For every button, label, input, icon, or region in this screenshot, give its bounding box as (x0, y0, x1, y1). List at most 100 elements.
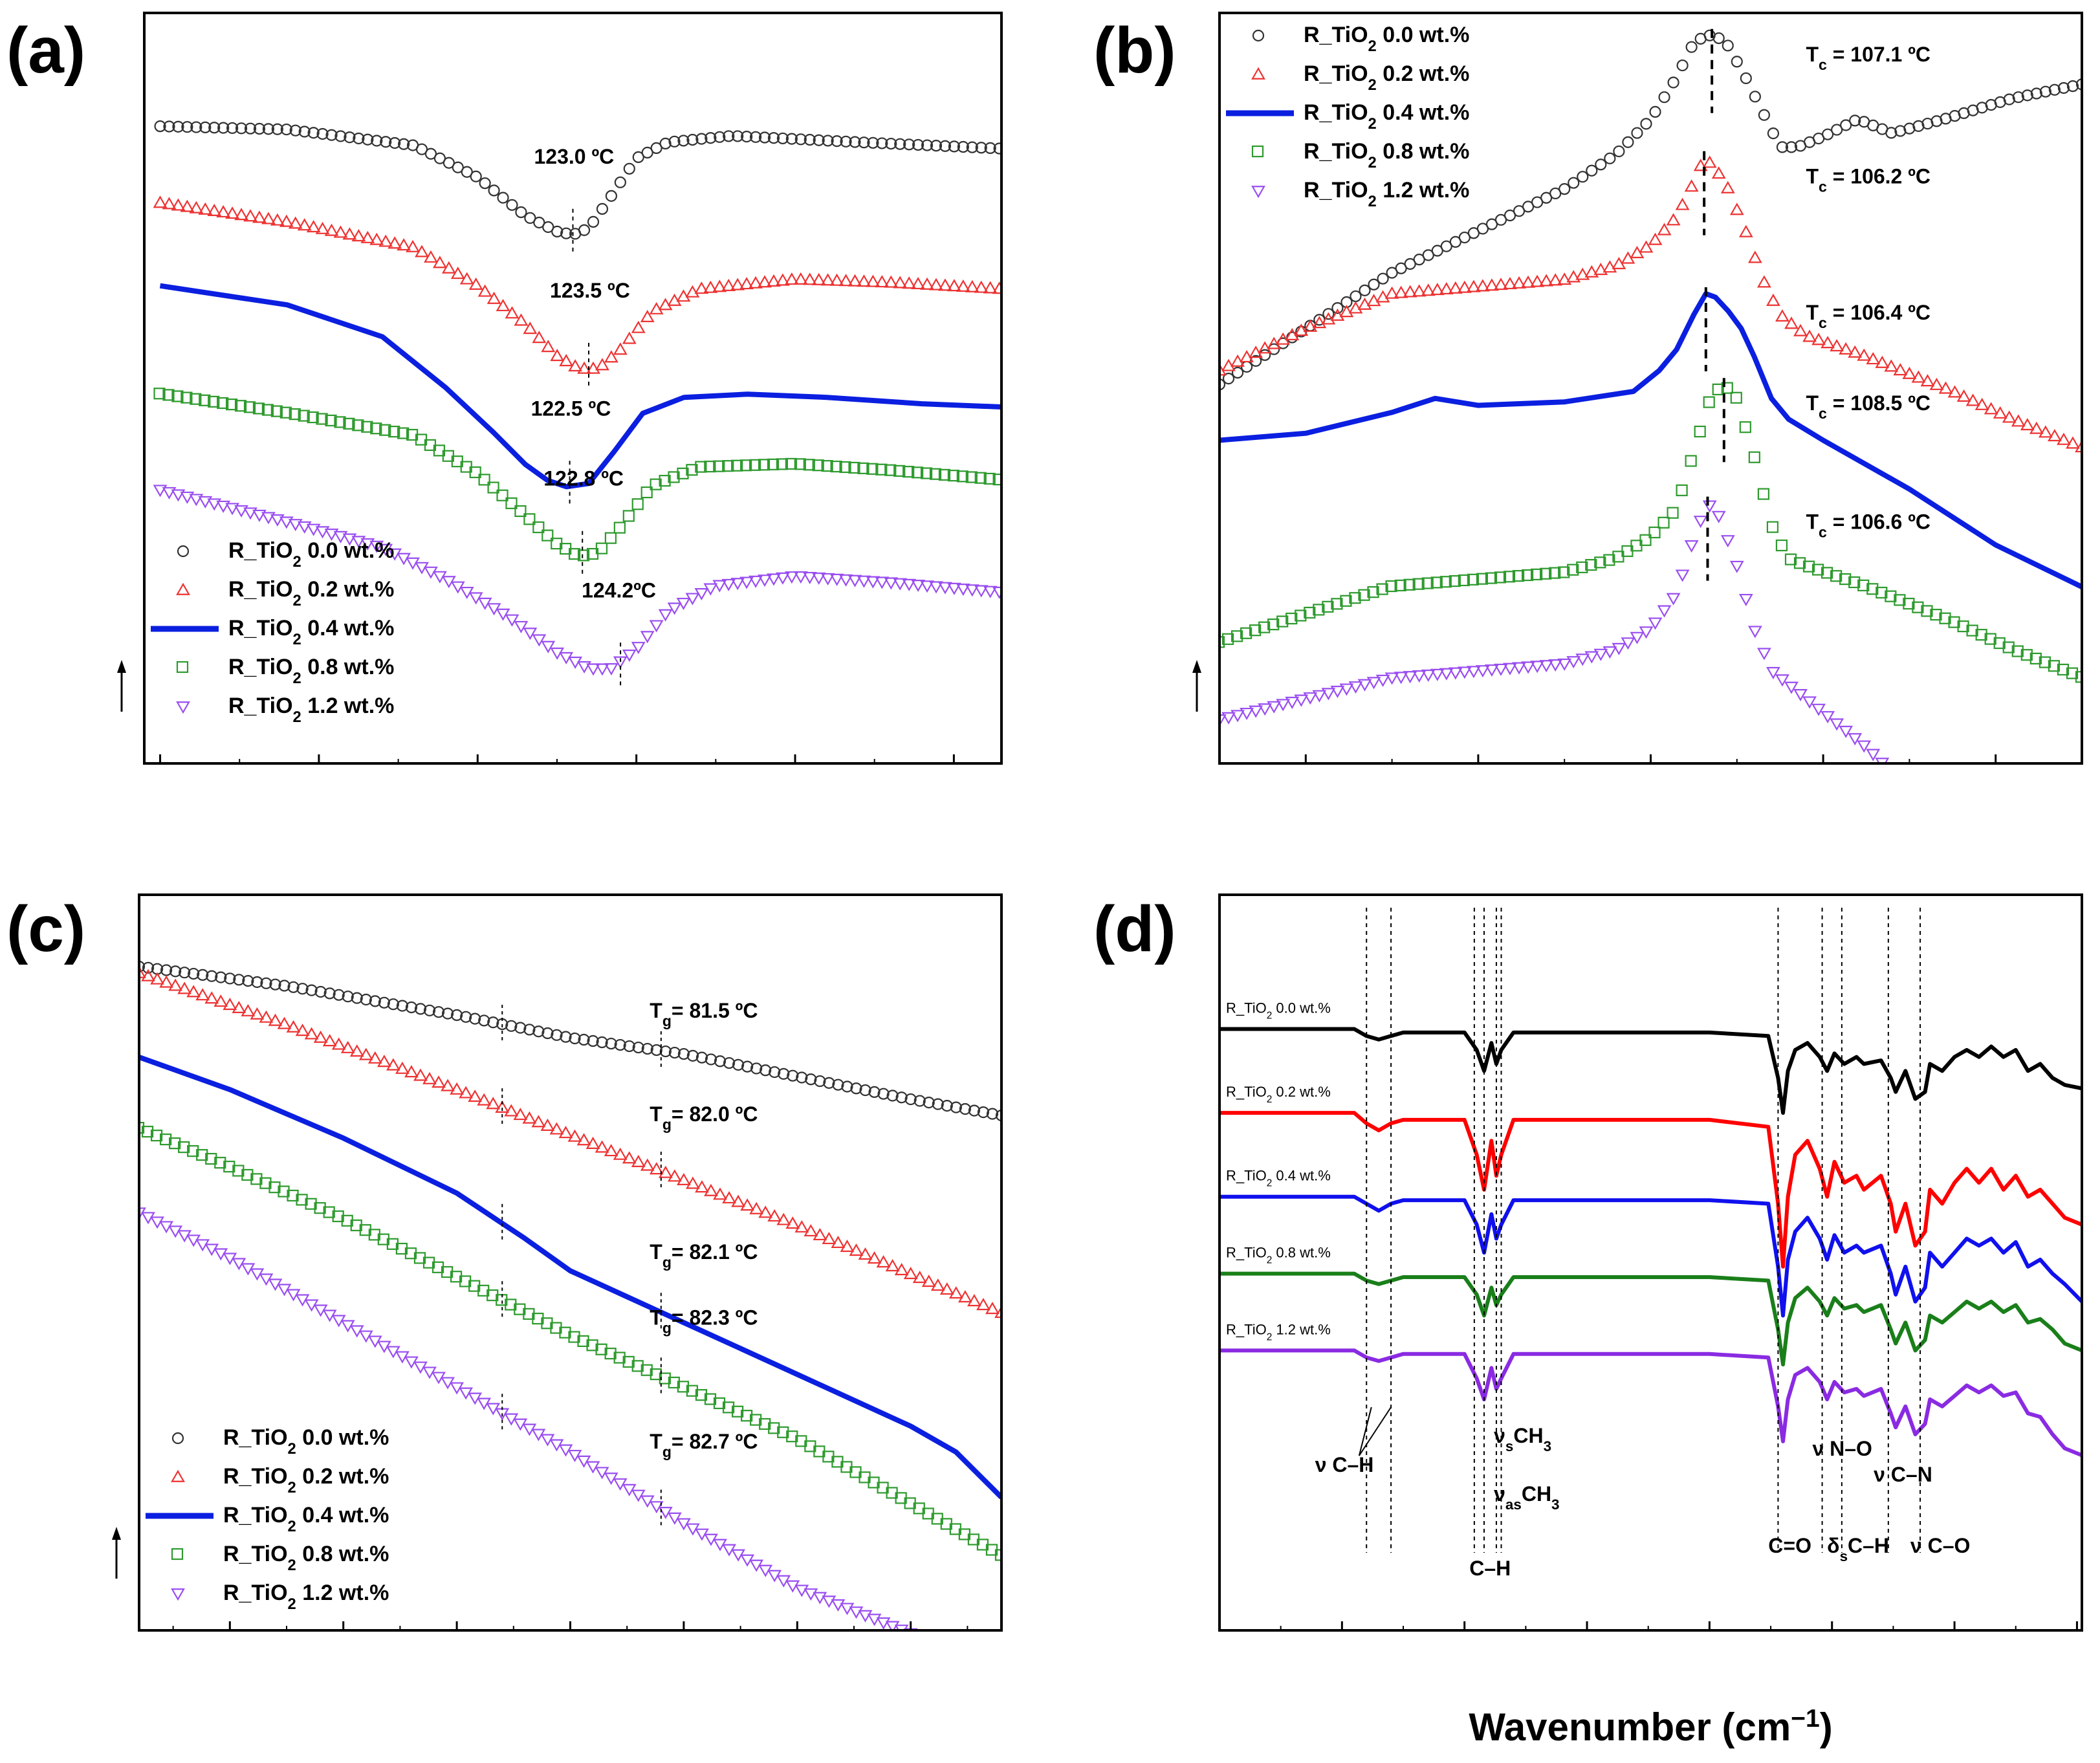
series-line (159, 283, 1001, 490)
data-marker (974, 472, 987, 484)
data-marker (965, 471, 978, 483)
data-marker (225, 206, 240, 219)
data-marker (1939, 612, 1951, 624)
data-marker (885, 1259, 900, 1272)
data-marker (758, 131, 771, 144)
data-marker (332, 1210, 344, 1223)
data-marker (677, 1381, 689, 1393)
data-marker (694, 281, 709, 294)
data-marker (640, 631, 655, 644)
data-marker (721, 578, 736, 591)
data-marker (296, 1194, 308, 1206)
data-marker (1285, 612, 1298, 625)
panel-a: (a) 123.0 ºC 123.5 ºC 122.5 ºC 122.8 ºC 124.2… (6, 12, 1003, 765)
data-marker (342, 227, 357, 240)
series-0 (1220, 1027, 2082, 1115)
data-marker (223, 1161, 235, 1173)
data-marker (1430, 668, 1445, 681)
annotation-label: 124.2ºC (582, 578, 656, 602)
data-marker (1466, 666, 1481, 679)
data-marker (479, 177, 491, 190)
data-marker (1648, 526, 1661, 539)
data-marker (622, 331, 637, 344)
data-marker (307, 411, 319, 424)
data-marker (1775, 674, 1789, 687)
spectrum-legend-label: R_TiO2 0.8 wt.% (1226, 1245, 1331, 1266)
data-marker (450, 267, 465, 279)
plot-area (1220, 908, 2082, 1553)
data-marker (893, 276, 908, 289)
data-marker (938, 582, 952, 595)
data-marker (732, 1058, 745, 1071)
spectrum-legend-label: R_TiO2 0.0 wt.% (1226, 1000, 1331, 1022)
data-marker (1947, 385, 1962, 398)
data-marker (822, 1595, 837, 1608)
data-marker (551, 225, 563, 238)
data-marker (768, 1422, 780, 1434)
data-marker (506, 199, 518, 211)
data-marker (1785, 141, 1798, 153)
data-marker (857, 274, 871, 287)
data-marker (532, 634, 547, 647)
panel-b: (b) Tc = 107.1 ºC Tc = 106.2 ºC Tc = 106.4 … (1093, 12, 2083, 851)
data-marker (1221, 633, 1234, 645)
data-marker (1313, 604, 1325, 616)
data-marker (514, 1022, 527, 1034)
data-marker (1566, 656, 1581, 669)
data-marker (569, 1032, 581, 1045)
data-marker (306, 220, 321, 233)
data-marker (1485, 572, 1498, 584)
data-marker (397, 427, 410, 439)
data-marker (1348, 681, 1363, 694)
data-marker (190, 121, 202, 133)
legend-label: R_TiO2 1.2 wt.% (223, 1581, 389, 1613)
data-marker (1958, 840, 1970, 851)
data-marker (505, 1020, 518, 1032)
data-marker (423, 1004, 436, 1016)
data-marker (1577, 171, 1589, 183)
data-marker (1956, 389, 1971, 402)
data-marker (813, 1227, 827, 1241)
data-marker (1231, 366, 1244, 379)
data-marker (1403, 671, 1417, 684)
series-line (139, 1055, 1001, 1500)
data-marker (1585, 559, 1597, 571)
legend-label: R_TiO2 0.8 wt.% (228, 655, 394, 687)
data-marker (885, 1621, 900, 1630)
data-marker (640, 309, 655, 322)
data-marker (884, 464, 897, 476)
data-marker (923, 1096, 935, 1109)
data-marker (776, 458, 789, 470)
data-marker (613, 1147, 628, 1160)
data-marker (2011, 645, 2024, 657)
band-arrow (1358, 1407, 1372, 1456)
data-marker (289, 408, 301, 421)
data-marker (577, 661, 591, 673)
data-marker (858, 137, 870, 149)
series-3 (1220, 1271, 2082, 1366)
series-0 (139, 960, 1001, 1122)
data-marker (1685, 41, 1698, 53)
data-marker (1421, 669, 1436, 682)
data-marker (388, 236, 402, 249)
data-marker (551, 1029, 563, 1041)
data-marker (190, 393, 202, 405)
data-marker (577, 549, 590, 562)
data-marker (171, 489, 186, 502)
data-marker (1512, 662, 1526, 675)
data-marker (604, 350, 618, 363)
data-marker (259, 1010, 274, 1023)
data-marker (141, 1126, 154, 1138)
data-marker (1738, 593, 1753, 607)
data-marker (1394, 285, 1408, 298)
panel-label: (a) (6, 14, 85, 87)
spectrum-line (1220, 1027, 2082, 1115)
data-marker (739, 576, 754, 589)
data-marker (514, 620, 529, 633)
data-marker (1639, 534, 1652, 546)
data-marker (1575, 267, 1590, 280)
data-marker (250, 1173, 263, 1185)
data-marker (497, 192, 509, 204)
data-marker (1848, 733, 1863, 746)
data-marker (595, 542, 608, 554)
